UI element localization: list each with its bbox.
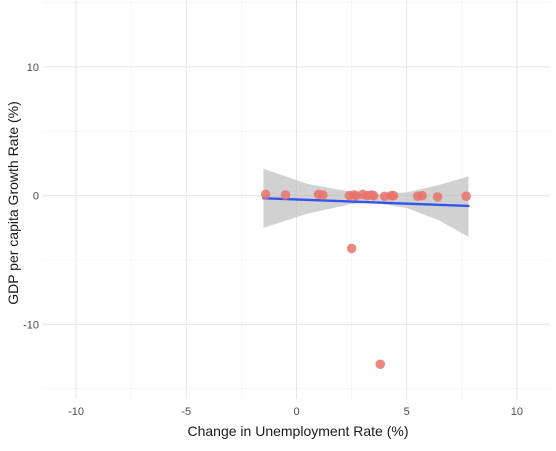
data-point [346,243,357,254]
grid [43,0,550,399]
x-axis-title: Change in Unemployment Rate (%) [188,423,409,439]
x-tick-label: 0 [293,406,299,418]
y-tick-label: -10 [23,319,39,331]
data-point [280,190,291,200]
x-tick-label: -10 [68,406,84,418]
data-point [318,190,328,200]
points-group [260,189,472,370]
x-tick-label: -5 [181,406,191,418]
fit-line-group [262,197,470,208]
data-point [260,189,271,200]
data-point [388,190,399,201]
y-tick-label: 0 [33,191,39,203]
y-axis-title: GDP per capita Growth Rate (%) [5,101,21,305]
x-axis-ticks: -10 -5 0 5 10 [68,406,523,418]
data-point [368,190,379,201]
x-tick-label: 5 [404,406,410,418]
x-tick-label: 10 [511,406,523,418]
data-point [417,190,427,201]
data-point [375,359,386,370]
regression-line [262,197,470,208]
y-axis-ticks: -10 0 10 [23,62,39,331]
y-tick-label: 10 [27,62,39,74]
data-point [432,192,443,202]
data-point [461,191,472,202]
